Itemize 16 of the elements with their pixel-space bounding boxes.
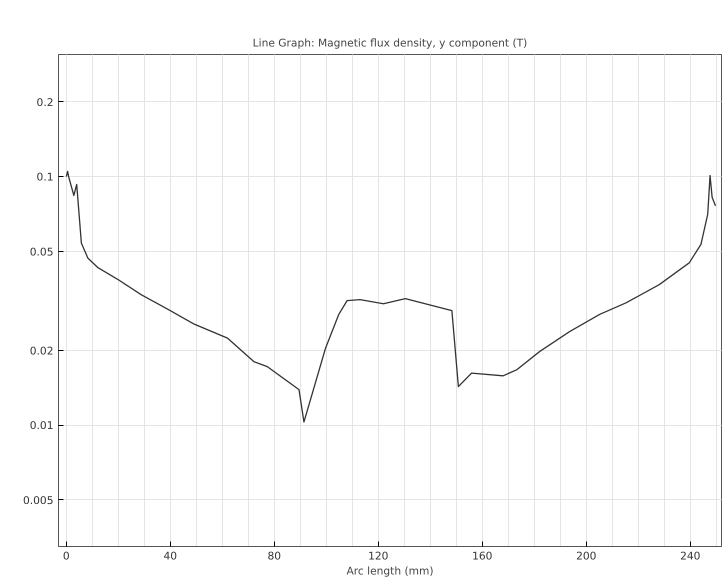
x-axis-title: Arc length (mm) [346, 564, 434, 578]
chart-title: Line Graph: Magnetic flux density, y component (T) [252, 36, 528, 50]
y-tick-label: 0.2 [36, 96, 54, 109]
y-tick-label: 0.01 [30, 419, 54, 432]
x-tick-label: 0 [62, 550, 70, 562]
y-tick-label: 0.005 [22, 494, 54, 507]
x-tick-label: 160 [472, 550, 493, 562]
x-tick-label: 40 [164, 550, 178, 562]
x-tick-label: 120 [368, 550, 389, 562]
x-tick-label: 80 [268, 550, 282, 562]
line-series [66, 170, 716, 423]
x-tick-label: 240 [680, 550, 701, 562]
y-tick-label: 0.02 [30, 344, 54, 358]
y-tick-label: 0.05 [30, 245, 54, 258]
x-tick-label: 200 [576, 550, 597, 562]
y-tick-label: 0.1 [36, 170, 54, 184]
